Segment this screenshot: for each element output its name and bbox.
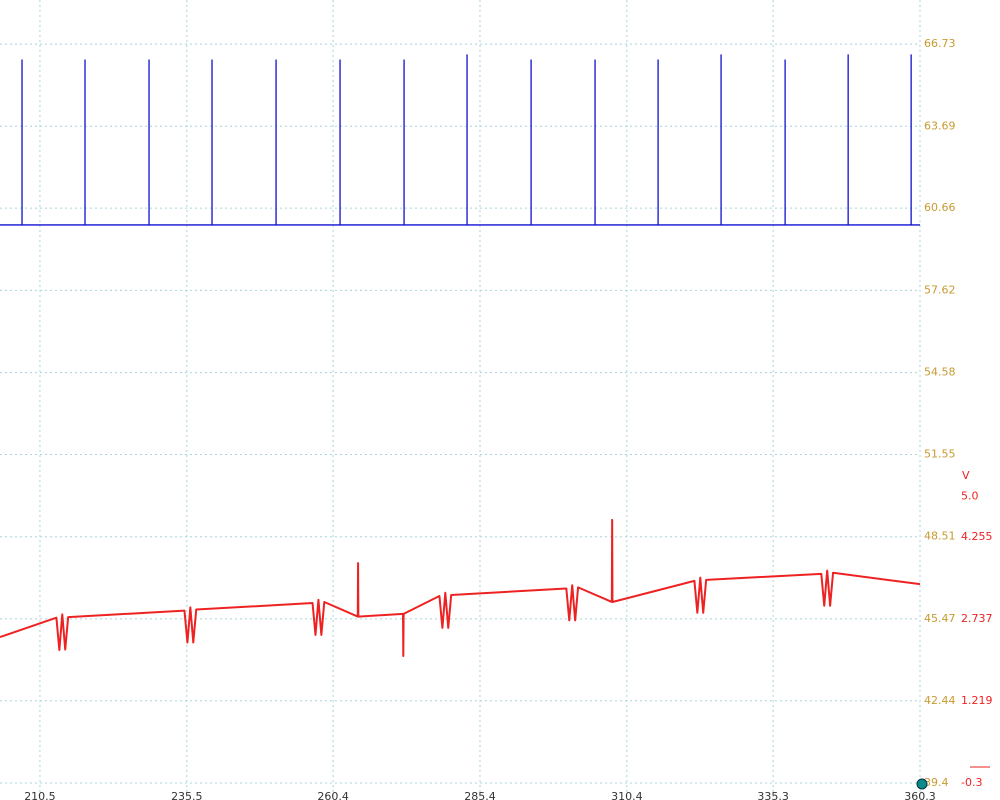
x-tick-label: 235.5: [171, 790, 203, 800]
y-tick-label: 42.44: [924, 694, 956, 707]
y2-tick-label: -0.3: [961, 776, 982, 789]
y-tick-label: 57.62: [924, 283, 956, 296]
y2-tick-label: 1.219: [961, 694, 993, 707]
y-tick-label: 60.66: [924, 201, 956, 214]
grid: [0, 0, 921, 800]
y-tick-label: 63.69: [924, 119, 956, 132]
y2-tick-label: 2.737: [961, 612, 993, 625]
x-tick-label: 260.4: [317, 790, 349, 800]
y2-tick-label: 5.0: [961, 490, 979, 503]
plot: [0, 54, 921, 658]
y-tick-label: 39.4: [924, 776, 949, 789]
y-tick-label: 54.58: [924, 366, 956, 379]
x-tick-label: 310.4: [611, 790, 643, 800]
y-tick-label: 45.47: [924, 612, 956, 625]
labels: 210.5 235.5 260.4 285.4 310.4 335.3 360.339.4 4…: [24, 37, 992, 800]
series-line: [0, 54, 920, 226]
y2-tick-label: 4.255: [961, 530, 993, 543]
x-tick-label: 360.3: [904, 790, 936, 800]
y-tick-label: 66.73: [924, 37, 956, 50]
x-tick-label: 335.3: [757, 790, 789, 800]
x-tick-label: 210.5: [24, 790, 56, 800]
series-line: [0, 518, 921, 658]
y-tick-label: 48.51: [924, 530, 956, 543]
x-tick-label: 285.4: [464, 790, 496, 800]
cursor-handle[interactable]: [916, 778, 928, 790]
y2-axis-label: V: [962, 469, 970, 482]
y-tick-label: 51.55: [924, 447, 956, 460]
